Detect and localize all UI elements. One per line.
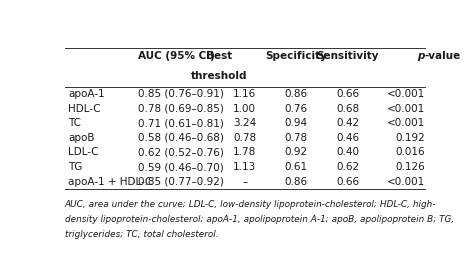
Text: 0.40: 0.40 [336,147,359,157]
Text: 0.86: 0.86 [284,177,308,187]
Text: -value: -value [425,51,461,61]
Text: apoA-1 + HDL-C: apoA-1 + HDL-C [68,177,153,187]
Text: 0.016: 0.016 [395,147,425,157]
Text: 0.85 (0.76–0.91): 0.85 (0.76–0.91) [138,89,224,99]
Text: HDL-C: HDL-C [68,104,101,114]
Text: apoB: apoB [68,133,95,143]
Text: LDL-C: LDL-C [68,147,99,157]
Text: 0.62: 0.62 [336,162,359,172]
Text: triglycerides; TC, total cholesterol.: triglycerides; TC, total cholesterol. [65,230,219,239]
Text: 1.16: 1.16 [233,89,256,99]
Text: 0.85 (0.77–0.92): 0.85 (0.77–0.92) [138,177,224,187]
Text: AUC (95% CI): AUC (95% CI) [138,51,215,61]
Text: 1.00: 1.00 [233,104,256,114]
Text: Best: Best [206,51,232,61]
Text: threshold: threshold [191,71,247,81]
Text: density lipoprotein-cholesterol; apoA-1, apolipoprotein A-1; apoB, apolipoprotei: density lipoprotein-cholesterol; apoA-1,… [65,215,454,224]
Text: 0.78: 0.78 [284,133,308,143]
Text: 0.42: 0.42 [336,118,359,128]
Text: 0.68: 0.68 [336,104,359,114]
Text: 3.24: 3.24 [233,118,256,128]
Text: 0.61: 0.61 [284,162,308,172]
Text: <0.001: <0.001 [386,177,425,187]
Text: 1.78: 1.78 [233,147,256,157]
Text: TC: TC [68,118,82,128]
Text: AUC, area under the curve; LDL-C, low-density lipoprotein-cholesterol; HDL-C, hi: AUC, area under the curve; LDL-C, low-de… [65,200,436,209]
Text: 0.66: 0.66 [336,89,359,99]
Text: <0.001: <0.001 [386,104,425,114]
Text: 0.71 (0.61–0.81): 0.71 (0.61–0.81) [138,118,224,128]
Text: 0.78: 0.78 [233,133,256,143]
Text: 0.126: 0.126 [395,162,425,172]
Text: 0.46: 0.46 [336,133,359,143]
Text: 0.92: 0.92 [284,147,308,157]
Text: apoA-1: apoA-1 [68,89,105,99]
Text: TG: TG [68,162,83,172]
Text: 0.58 (0.46–0.68): 0.58 (0.46–0.68) [138,133,224,143]
Text: Sensitivity: Sensitivity [316,51,379,61]
Text: 0.59 (0.46–0.70): 0.59 (0.46–0.70) [138,162,224,172]
Text: Specificity: Specificity [265,51,327,61]
Text: 0.76: 0.76 [284,104,308,114]
Text: 0.62 (0.52–0.76): 0.62 (0.52–0.76) [138,147,224,157]
Text: <0.001: <0.001 [386,89,425,99]
Text: 0.94: 0.94 [284,118,308,128]
Text: 1.13: 1.13 [233,162,256,172]
Text: 0.86: 0.86 [284,89,308,99]
Text: <0.001: <0.001 [386,118,425,128]
Text: 0.78 (0.69–0.85): 0.78 (0.69–0.85) [138,104,224,114]
Text: –: – [242,177,247,187]
Text: 0.66: 0.66 [336,177,359,187]
Text: p: p [418,51,425,61]
Text: 0.192: 0.192 [395,133,425,143]
